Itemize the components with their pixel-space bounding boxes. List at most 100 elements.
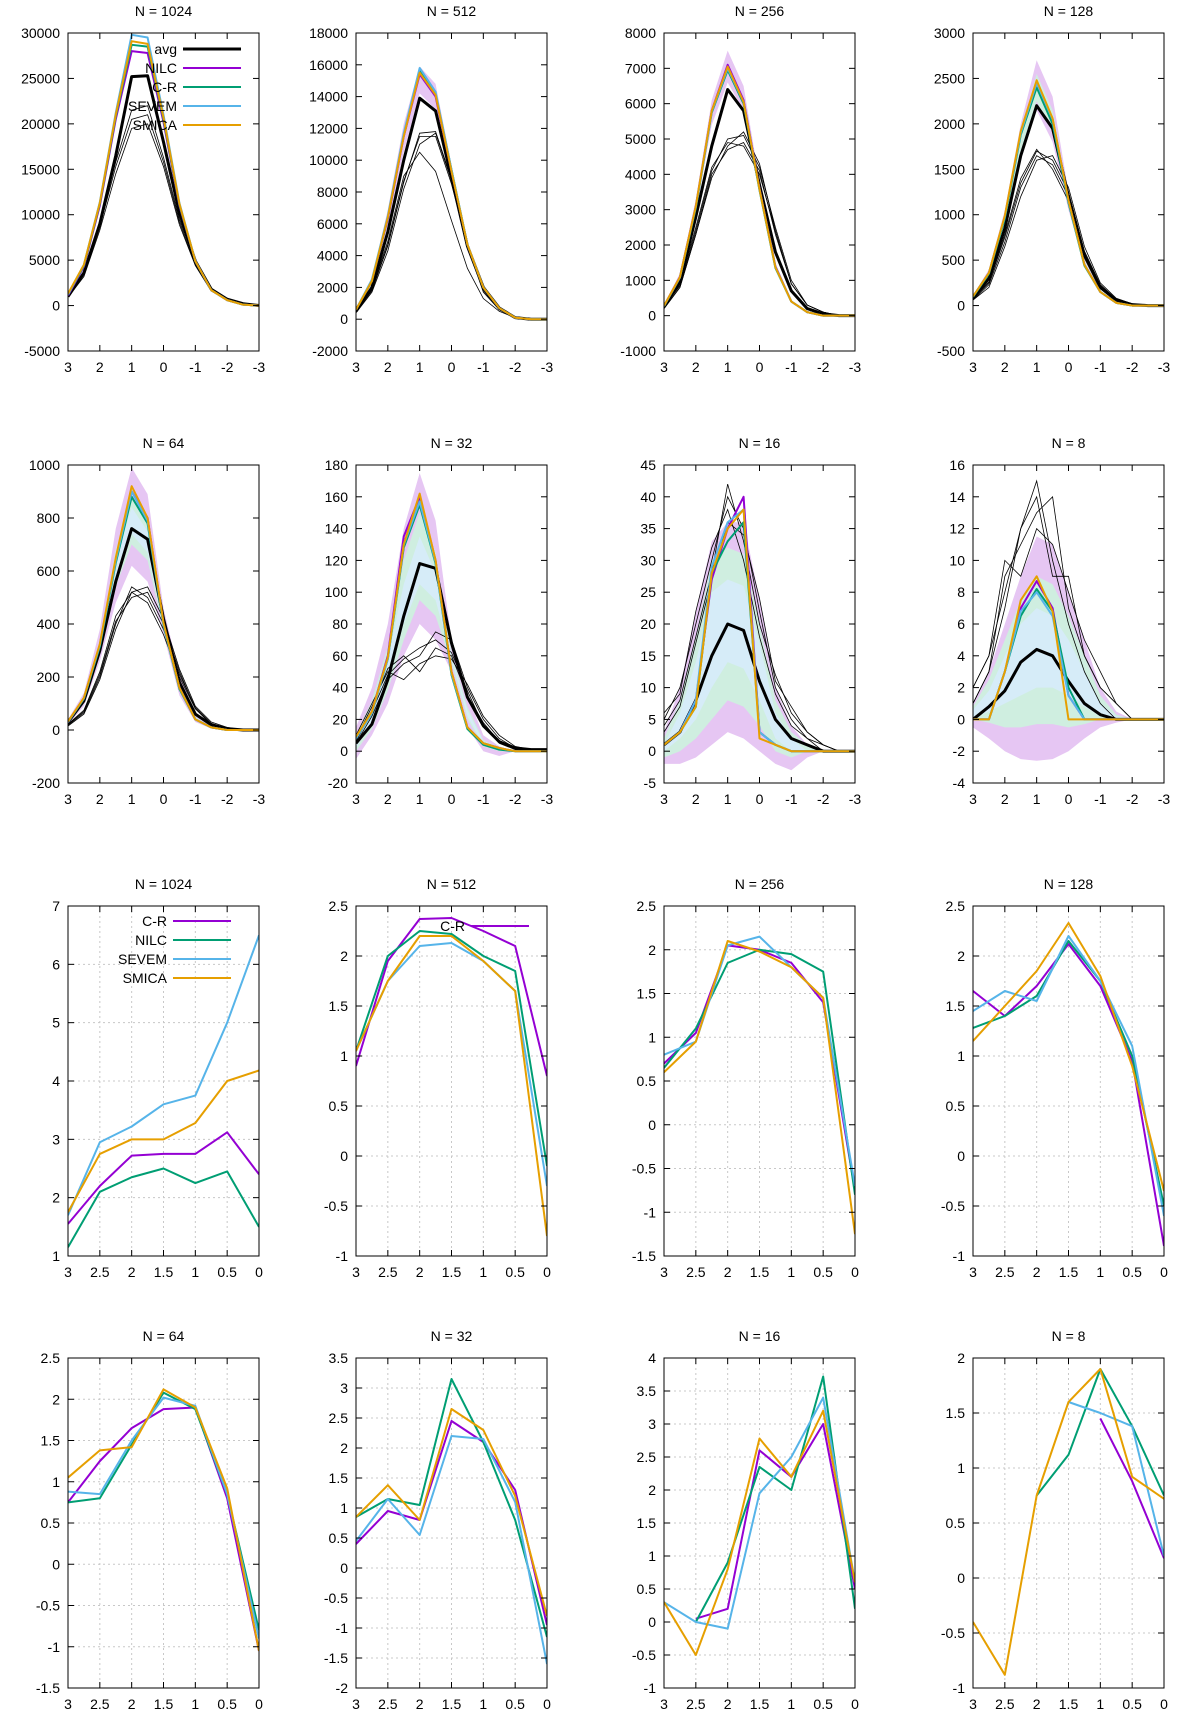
x-tick-label: 1 <box>191 1696 199 1712</box>
y-tick-label: 15 <box>640 648 656 664</box>
y-tick-label: 4000 <box>317 248 348 264</box>
y-tick-label: 1 <box>340 1048 348 1064</box>
x-tick-label: 1 <box>724 791 732 807</box>
series-line-avg <box>356 562 547 752</box>
y-tick-label: 1 <box>648 1548 656 1564</box>
x-tick-label: 2.5 <box>995 1696 1015 1712</box>
y-tick-label: -0.5 <box>632 1647 656 1663</box>
y-tick-label: 1.5 <box>329 998 349 1014</box>
chart-panel: -1 -0.5 0 0.5 1 1.5 2 2.5 3 2.5 2 1.5 1 0.5 0 N = 128 <box>941 876 1168 1280</box>
series-line-c-r <box>356 503 547 753</box>
simulation-line <box>664 142 855 317</box>
y-tick-label: 400 <box>37 616 61 632</box>
legend-label: SEVEM <box>128 98 177 114</box>
confidence-band <box>664 579 855 752</box>
y-tick-label: 10000 <box>309 152 348 168</box>
y-tick-label: 1500 <box>934 161 965 177</box>
x-tick-label: -1 <box>477 791 490 807</box>
y-tick-label: 1.5 <box>946 998 966 1014</box>
y-tick-label: 8000 <box>317 184 348 200</box>
y-tick-label: 3 <box>340 1380 348 1396</box>
series-line-c-r <box>695 1423 855 1620</box>
y-tick-label: 140 <box>325 521 349 537</box>
plot-area <box>973 479 1164 761</box>
y-tick-label: 0 <box>648 308 656 324</box>
series-line-c-r <box>356 70 547 321</box>
x-tick-label: 1 <box>416 791 424 807</box>
legend-label: SMICA <box>133 117 178 133</box>
y-tick-label: -0.5 <box>36 1598 60 1614</box>
y-tick-label: 1000 <box>934 207 965 223</box>
x-tick-label: 3 <box>969 791 977 807</box>
y-tick-label: -1000 <box>620 343 656 359</box>
y-tick-label: 1 <box>957 1048 965 1064</box>
x-tick-label: 3 <box>352 791 360 807</box>
x-tick-label: -3 <box>1158 791 1171 807</box>
x-tick-label: -1 <box>1094 359 1107 375</box>
y-tick-label: 0 <box>340 743 348 759</box>
y-tick-label: 2500 <box>934 70 965 86</box>
y-tick-label: -500 <box>937 343 965 359</box>
chart-panel: -20 0 20 40 60 80 100 120 140 160 180 3 2 1 0 -1 -2 -3 N =… <box>325 435 554 807</box>
x-tick-label: 1 <box>787 1696 795 1712</box>
x-tick-label: 1.5 <box>442 1696 462 1712</box>
chart-title: N = 16 <box>739 1328 781 1344</box>
x-tick-label: 0 <box>851 1264 859 1280</box>
x-tick-label: 2.5 <box>686 1696 706 1712</box>
y-tick-label: 14 <box>949 489 965 505</box>
series-line-smica <box>68 1388 259 1652</box>
confidence-band <box>356 512 547 752</box>
x-tick-label: 2 <box>128 1696 136 1712</box>
confidence-band <box>973 608 1164 720</box>
x-tick-label: 1 <box>787 1264 795 1280</box>
x-tick-label: -2 <box>1126 791 1139 807</box>
x-tick-label: -2 <box>817 359 830 375</box>
y-tick-label: 2 <box>957 1350 965 1366</box>
y-tick-label: 2 <box>340 1440 348 1456</box>
x-tick-label: 2 <box>384 359 392 375</box>
series-line-c-r <box>1099 1418 1164 1559</box>
chart-panel: -1000 0 1000 2000 3000 4000 5000 6000 7000 8000 3 2… <box>620 3 861 375</box>
x-tick-label: 2 <box>96 359 104 375</box>
x-tick-label: 0 <box>756 791 764 807</box>
y-tick-label: 1000 <box>29 457 60 473</box>
series-line-sevem <box>356 66 547 321</box>
chart-panel: -1.5 -1 -0.5 0 0.5 1 1.5 2 2.5 3 2.5 2 1.5 1 0.5 0 N = 6… <box>36 1328 263 1712</box>
y-tick-label: 0.5 <box>637 1581 657 1597</box>
x-tick-label: 0.5 <box>217 1696 237 1712</box>
chart-title: N = 8 <box>1052 435 1086 451</box>
y-tick-label: 0 <box>957 298 965 314</box>
series-line-sevem <box>356 500 547 753</box>
series-line-smica <box>664 508 855 753</box>
y-tick-label: 20 <box>640 616 656 632</box>
y-tick-label: 2000 <box>317 279 348 295</box>
plot-area <box>664 906 855 1256</box>
x-tick-label: 2 <box>692 791 700 807</box>
series-line-nilc <box>973 940 1164 1207</box>
chart-panel: -500 0 500 1000 1500 2000 2500 3000 3 2 1 0 -1 -2 -3 N … <box>934 3 1171 375</box>
x-tick-label: 1 <box>724 359 732 375</box>
y-tick-label: 3 <box>52 1131 60 1147</box>
y-tick-label: 7000 <box>625 60 656 76</box>
x-tick-label: -3 <box>253 791 266 807</box>
y-tick-label: 2.5 <box>329 898 349 914</box>
y-tick-label: 10 <box>640 680 656 696</box>
x-tick-label: 2.5 <box>90 1264 110 1280</box>
legend-label: NILC <box>135 932 167 948</box>
x-tick-label: 2 <box>416 1264 424 1280</box>
y-tick-label: 3000 <box>934 25 965 41</box>
y-tick-label: -1 <box>953 1248 966 1264</box>
x-tick-label: -3 <box>541 359 554 375</box>
y-tick-label: -4 <box>953 775 966 791</box>
x-tick-label: 0 <box>255 1264 263 1280</box>
y-tick-label: -1.5 <box>36 1680 60 1696</box>
y-tick-label: 1 <box>340 1500 348 1516</box>
y-tick-label: 25 <box>640 584 656 600</box>
series-line-c-r <box>68 1131 259 1225</box>
x-tick-label: -2 <box>509 359 522 375</box>
chart-panel: -1 -0.5 0 0.5 1 1.5 2 2.5 3 2.5 2 1.5 1 0.5 0 N = 512 C-… <box>324 876 551 1280</box>
series-line-avg <box>664 88 855 318</box>
series-line-avg <box>356 96 547 321</box>
series-line-nilc <box>356 73 547 321</box>
x-tick-label: 2 <box>1033 1696 1041 1712</box>
